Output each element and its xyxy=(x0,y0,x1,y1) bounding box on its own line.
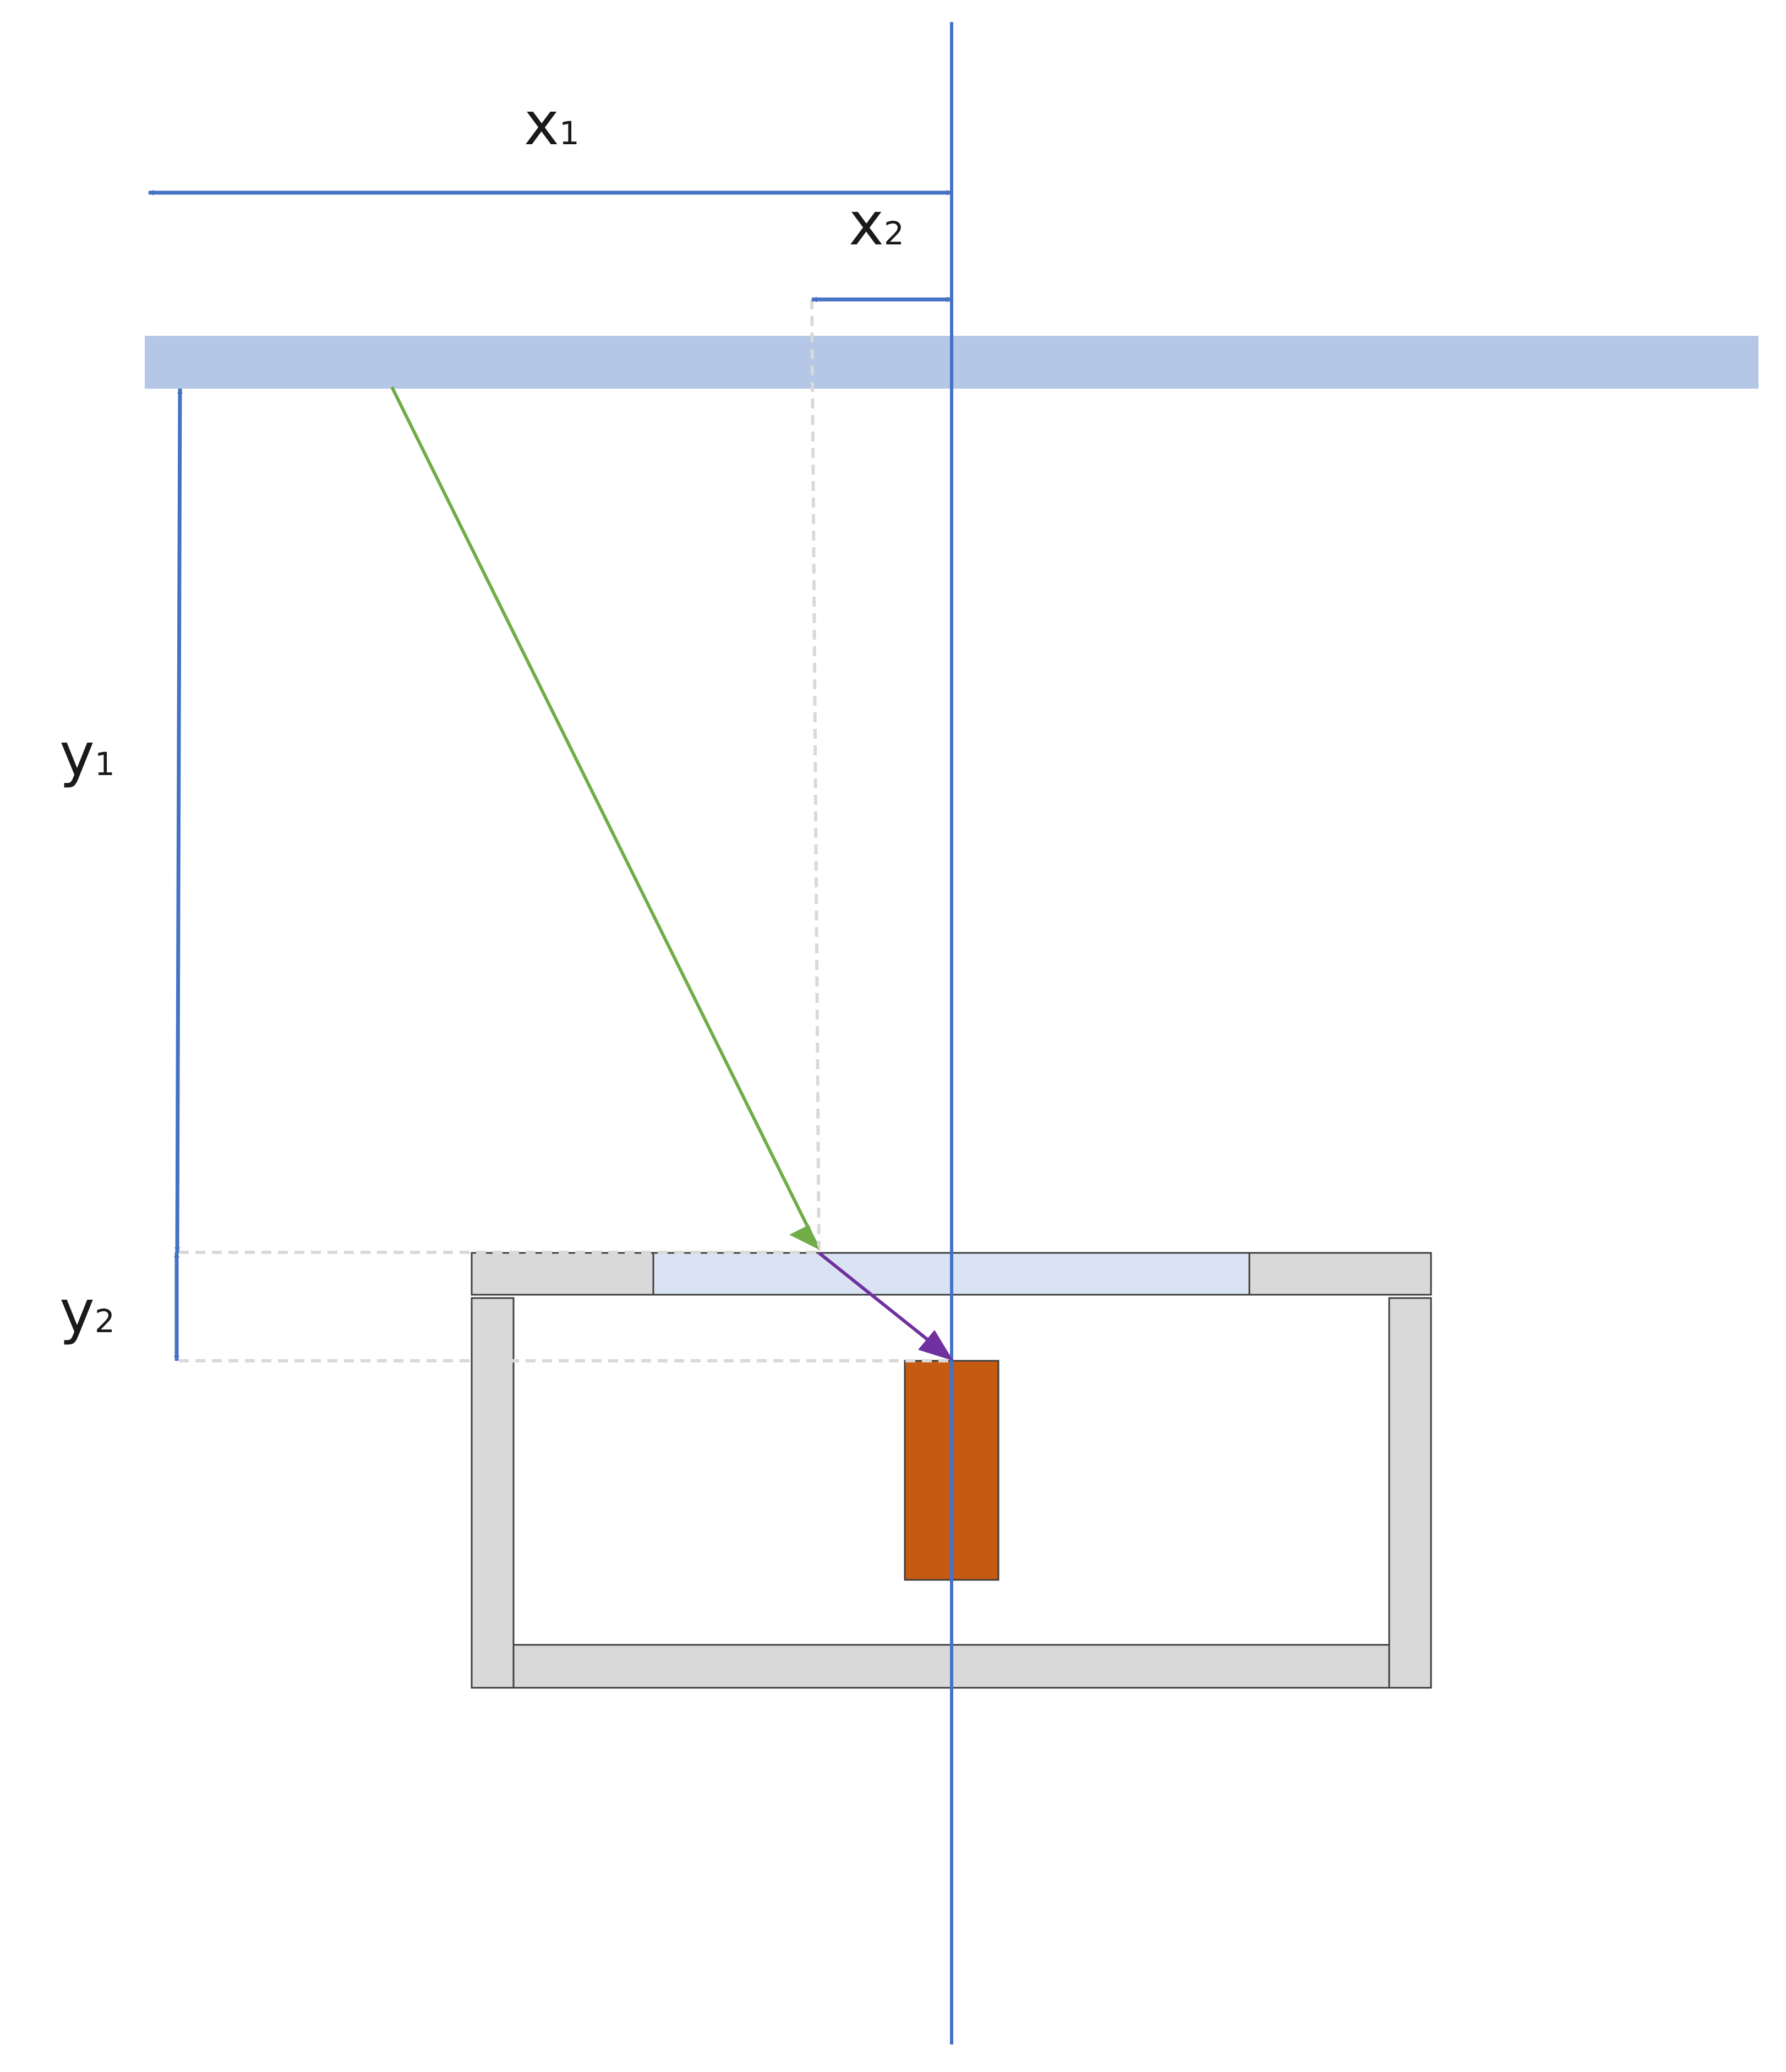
x1-label-main: x xyxy=(524,90,559,159)
y1-label-sub: 1 xyxy=(95,745,115,783)
y2-label: y2 xyxy=(59,1278,115,1346)
y1-label: y1 xyxy=(59,721,115,789)
dimension-arrows xyxy=(148,190,952,1361)
x2-label-main: x xyxy=(849,190,884,259)
housing-left-wall xyxy=(471,1297,515,1689)
y1-dimension-arrow xyxy=(174,388,183,1253)
refracted-ray-arrowhead xyxy=(918,1330,953,1361)
y2-label-sub: 2 xyxy=(95,1302,115,1340)
incident-ray xyxy=(390,386,818,1245)
housing-top-left xyxy=(471,1252,654,1296)
guide-lines xyxy=(179,299,953,1362)
guide-vertical-x2 xyxy=(810,299,821,1251)
x1-label: x1 xyxy=(524,90,580,159)
x1-label-sub: 1 xyxy=(559,114,580,152)
incident-ray-arrowhead xyxy=(789,1225,819,1250)
y2-label-main: y xyxy=(59,1278,95,1346)
y1-label-main: y xyxy=(59,721,95,789)
housing-right-wall xyxy=(1388,1297,1432,1689)
x2-label: x2 xyxy=(849,190,904,259)
housing-top-right xyxy=(1248,1252,1432,1296)
refracted-ray xyxy=(818,1251,946,1355)
x2-label-sub: 2 xyxy=(884,215,904,252)
